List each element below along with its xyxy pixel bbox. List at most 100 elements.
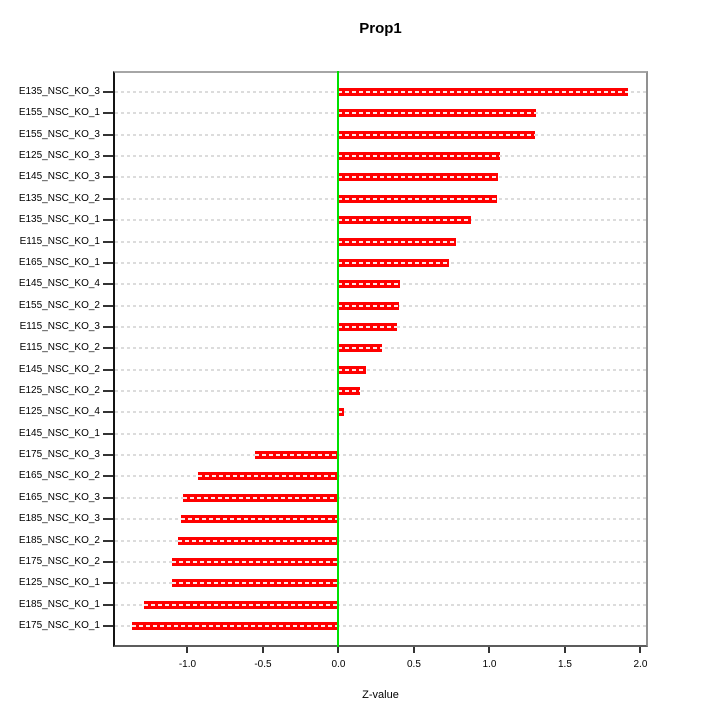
bar-inner-dash (338, 390, 360, 393)
y-axis-tick (103, 155, 113, 158)
y-axis-tick (103, 112, 113, 115)
y-axis-tick (103, 133, 113, 136)
gridline (115, 475, 646, 478)
bar-inner-dash (338, 304, 399, 307)
x-axis-tick (639, 647, 642, 653)
zero-reference-line (337, 71, 340, 647)
gridline (115, 496, 646, 499)
y-axis-tick (103, 261, 113, 264)
y-axis-tick (103, 603, 113, 606)
bar (255, 451, 339, 460)
bar (338, 216, 472, 225)
y-axis-label: E175_NSC_KO_2 (18, 555, 100, 567)
bar (178, 536, 339, 545)
bar-inner-dash (172, 560, 339, 563)
plot-area (113, 71, 648, 647)
bar-inner-dash (338, 240, 457, 243)
bar-inner-dash (172, 582, 339, 585)
y-axis-label: E175_NSC_KO_3 (18, 449, 100, 461)
gridline (115, 432, 646, 435)
chart-title: Prop1 (359, 20, 402, 37)
y-axis-label: E135_NSC_KO_3 (18, 86, 100, 97)
y-axis-label: E145_NSC_KO_3 (18, 171, 100, 183)
y-axis-label: E115_NSC_KO_3 (19, 320, 100, 332)
y-axis-tick (103, 475, 113, 478)
y-axis-tick (103, 368, 113, 371)
bar-inner-dash (255, 454, 339, 457)
y-axis-label: E185_NSC_KO_2 (18, 534, 100, 546)
y-axis-label: E125_NSC_KO_1 (18, 577, 100, 589)
x-axis-tick-label: 0.5 (406, 659, 421, 670)
y-axis-label: E155_NSC_KO_2 (18, 299, 100, 311)
bar (338, 237, 457, 246)
bar (338, 130, 535, 139)
gridline (115, 560, 646, 563)
bar (338, 194, 497, 203)
bar-inner-dash (338, 197, 497, 200)
y-axis-tick (103, 176, 113, 179)
y-axis-label: E155_NSC_KO_3 (18, 128, 100, 140)
y-axis-tick (103, 560, 113, 563)
y-axis-label: E135_NSC_KO_1 (18, 214, 100, 226)
y-axis-tick (103, 625, 113, 627)
y-axis-tick (103, 582, 113, 585)
bar-inner-dash (338, 325, 398, 328)
y-axis-tick (103, 197, 113, 200)
y-axis-tick (103, 347, 113, 350)
y-axis-label: E115_NSC_KO_1 (19, 235, 100, 247)
y-axis-label: E145_NSC_KO_4 (18, 278, 100, 290)
bar (338, 109, 537, 118)
gridline (115, 539, 646, 542)
bar-inner-dash (338, 347, 383, 350)
bar-inner-dash (143, 603, 339, 606)
y-axis-tick (103, 411, 113, 414)
bar (172, 557, 339, 566)
bar (338, 301, 399, 310)
bar (338, 173, 499, 182)
gridline (115, 411, 646, 414)
x-axis-tick-label: 1.5 (557, 659, 572, 670)
y-axis-label: E185_NSC_KO_1 (18, 598, 100, 610)
x-axis-tick-label: 0.0 (331, 659, 346, 670)
x-axis-tick (563, 647, 566, 653)
y-axis-label: E115_NSC_KO_2 (19, 342, 100, 354)
gridline (115, 390, 646, 393)
gridline (115, 582, 646, 585)
bar-inner-dash (338, 133, 535, 136)
gridline (115, 368, 646, 371)
bar-inner-dash (131, 625, 339, 627)
bar-inner-dash (181, 518, 339, 521)
bar (338, 258, 449, 267)
x-axis-tick-label: 2.0 (633, 659, 648, 670)
gridline (115, 603, 646, 606)
y-axis-tick (103, 283, 113, 286)
bar-inner-dash (182, 496, 339, 499)
bar-inner-dash (338, 112, 537, 115)
bar-inner-dash (338, 176, 499, 179)
gridline (115, 454, 646, 457)
y-axis-tick (103, 518, 113, 521)
bar (338, 344, 383, 353)
y-axis-tick (103, 325, 113, 328)
y-axis-tick (103, 219, 113, 222)
bar-inner-dash (178, 539, 339, 542)
x-axis-tick (488, 647, 491, 653)
bar-inner-dash (198, 475, 339, 478)
y-axis-label: E185_NSC_KO_3 (18, 513, 100, 525)
x-axis-title: Z-value (362, 689, 399, 701)
bar (338, 408, 345, 417)
bar (338, 88, 629, 96)
y-axis-label: E125_NSC_KO_4 (18, 406, 100, 418)
bar (338, 152, 500, 161)
y-axis-label: E145_NSC_KO_2 (18, 363, 100, 375)
gridline (115, 625, 646, 627)
bar (182, 493, 339, 502)
bar (131, 622, 339, 630)
gridline (115, 518, 646, 521)
bar-inner-dash (338, 368, 366, 371)
y-axis-label: E125_NSC_KO_2 (18, 385, 100, 397)
y-axis-tick (103, 390, 113, 393)
x-axis-tick-label: -1.0 (178, 659, 197, 670)
bar-inner-dash (338, 283, 401, 286)
